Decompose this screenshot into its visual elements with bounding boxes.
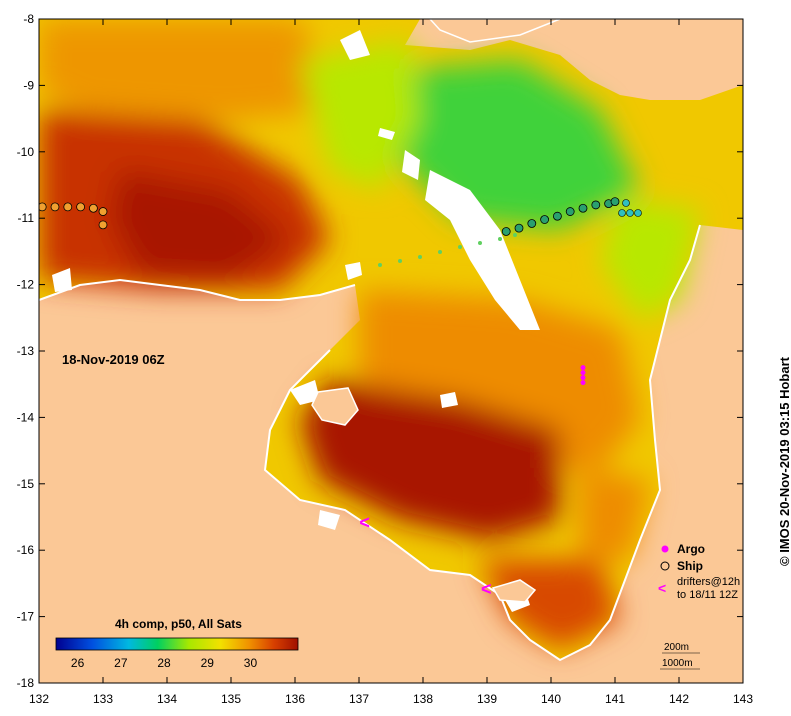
hot-sst-west [110,170,290,280]
ship-legend-label: Ship [677,559,703,573]
x-axis: 132 133 134 135 136 137 138 139 140 141 142 143 [29,19,753,706]
y-axis: -8 -9 -10 -11 -12 -13 -14 -15 -16 -17 -18 [17,12,743,690]
groote-eylandt [311,387,359,426]
x-tick-label: 143 [733,692,753,706]
lime-sst [300,40,420,190]
x-tick-label: 133 [93,692,113,706]
drifter-position [89,203,98,213]
y-tick-label: -9 [23,78,34,92]
x-tick-label: 135 [221,692,241,706]
drifter-legend-line1: drifters@12h [677,576,740,588]
ship-track [501,197,620,236]
drifter-position [63,202,73,212]
y-tick-label: -15 [17,477,35,491]
drifter-legend-icon: < [658,580,666,596]
x-tick-label: 134 [157,692,177,706]
y-tick-label: -11 [18,211,35,225]
drifter-position [98,220,108,230]
colorbar-title: 4h comp, p50, All Sats [115,617,242,631]
y-tick-label: -12 [17,278,35,292]
x-tick-label: 136 [285,692,305,706]
x-tick-label: 142 [669,692,689,706]
drifter-position [39,202,47,212]
y-tick-label: -18 [17,676,35,690]
colorbar-tick-label: 26 [71,656,85,670]
argo-legend-icon [661,545,669,553]
drifter-position [98,207,108,216]
orange-sst-north [39,19,340,120]
x-tick-label: 138 [413,692,433,706]
isobath-200m-label: 200m [664,642,689,653]
argo-float-marker: < [481,579,492,599]
argo-float [580,380,586,386]
colorbar-gradient [55,637,299,651]
y-tick-label: -14 [17,410,35,424]
x-tick-label: 140 [541,692,561,706]
ship-position [553,211,562,221]
coastline [39,224,701,662]
argo-legend-label: Argo [677,542,705,556]
ship-position [578,203,588,213]
hot-sst-gulf [300,380,560,540]
ship-legend-icon [660,561,670,571]
drifter-position [76,202,85,212]
drifter-dots-cyan [618,199,642,217]
orange-sst-southeast [580,470,650,560]
x-tick-label: 137 [349,692,369,706]
mornington-island [491,579,537,603]
colorbar-tick-label: 28 [157,656,171,670]
x-tick-label: 139 [477,692,497,706]
drifter-position [50,202,60,212]
argo-floats: << [359,365,586,599]
drifter-track [39,202,108,230]
x-tick-label: 132 [29,692,49,706]
colorbar-tick-label: 29 [201,656,215,670]
ship-position [540,215,549,224]
legend: Argo Ship < drifters@12h to 18/11 12Z [658,542,740,601]
colorbar-tick-label: 27 [114,656,128,670]
y-tick-label: -17 [17,610,35,624]
credit-label: © IMOS 20-Nov-2019 03:15 Hobart [777,357,791,566]
y-tick-label: -13 [17,344,35,358]
drifter-dots-green [378,233,517,267]
colorbar: 4h comp, p50, All Sats 26 27 28 29 30 [55,617,299,670]
ship-position [610,197,620,207]
argo-float-marker: < [359,513,370,533]
ship-position [514,223,524,233]
isobath-1000m-label: 1000m [662,658,693,669]
melville-island [428,19,561,43]
ship-position [527,219,537,228]
argo-float [580,370,586,376]
cloud-gaps [52,30,540,612]
y-tick-label: -10 [17,145,35,159]
y-tick-label: -16 [17,543,35,557]
x-tick-label: 141 [605,692,625,706]
colorbar-tick-label: 30 [244,656,258,670]
ship-position [565,207,575,216]
argo-float [580,375,586,381]
ship-position [591,200,601,210]
ship-position [501,227,511,236]
isobath-legend: 200m 1000m [660,642,700,670]
drifter-legend-line2: to 18/11 12Z [677,589,738,601]
argo-float [580,365,586,371]
y-tick-label: -8 [23,12,34,26]
date-label: 18-Nov-2019 06Z [62,352,165,367]
